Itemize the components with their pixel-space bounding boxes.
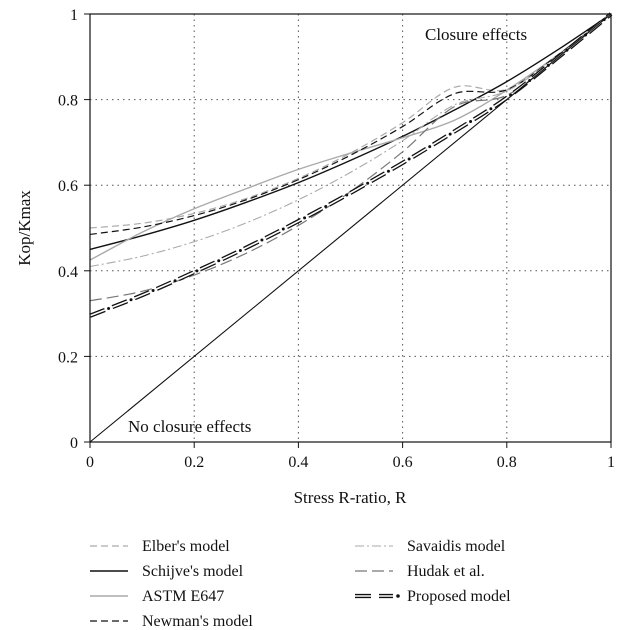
legend-label: Proposed model: [407, 588, 511, 605]
y-tick-label: 0.4: [58, 264, 78, 281]
x-tick-label: 1: [607, 454, 615, 471]
x-tick-label: 0: [86, 454, 94, 471]
legend-label: Elber's model: [142, 538, 230, 555]
y-axis-label: Kop/Kmax: [15, 190, 34, 266]
legend-item: Proposed model: [355, 588, 511, 605]
y-tick-label: 0.2: [58, 349, 78, 366]
series-line: [89, 13, 612, 302]
series-line: [89, 13, 612, 229]
legend-label: Newman's model: [142, 613, 253, 630]
series-line: [89, 13, 612, 261]
y-tick-label: 1: [70, 7, 78, 24]
y-tick-label: 0.8: [58, 93, 78, 110]
annotation-closure: Closure effects: [425, 25, 527, 44]
x-axis-label-text: Stress R-ratio, R: [294, 488, 408, 507]
legend-label: Schijve's model: [142, 563, 244, 580]
series-layer: [88, 12, 613, 443]
legend-item: Newman's model: [90, 613, 253, 630]
plot-frame: [89, 13, 612, 443]
series-reference-line: [89, 13, 612, 443]
legend-swatch-dot: [396, 594, 400, 598]
series-astm-e647: [89, 13, 612, 261]
x-tick-label: 0.4: [288, 454, 308, 471]
series-line: [89, 13, 612, 251]
legend-item: Elber's model: [90, 538, 230, 555]
y-tick-label: 0: [70, 435, 78, 452]
legend-item: Hudak et al.: [355, 563, 485, 580]
legend-item: Schijve's model: [90, 563, 244, 580]
y-tick-label: 0.6: [58, 178, 78, 195]
ticks: 0 0.2 0.4 0.6 0.8 1 0 0.2 0.4 0.6 0.8 1: [58, 7, 615, 471]
legend-label: Hudak et al.: [407, 563, 485, 580]
x-tick-label: 0.6: [393, 454, 413, 471]
series-line: [89, 13, 612, 268]
x-tick-label: 0.2: [184, 454, 204, 471]
series-line: [89, 13, 612, 443]
y-axis-label-text: Kop/Kmax: [15, 190, 34, 266]
series-hudak-et-al-: [89, 13, 612, 302]
series-schijve-s-model: [89, 13, 612, 251]
x-axis-label: Stress R-ratio, R: [294, 488, 408, 507]
series-newman-s-model: [89, 13, 612, 236]
legend: Elber's model Schijve's model ASTM E647 New…: [90, 538, 511, 630]
series-elber-s-model: [89, 13, 612, 229]
legend-item: Savaidis model: [355, 538, 506, 555]
annotation-no-closure: No closure effects: [128, 417, 251, 436]
x-tick-label: 0.8: [497, 454, 517, 471]
legend-label: ASTM E647: [142, 588, 224, 605]
series-line-inner: [89, 13, 612, 317]
series-line: [89, 13, 612, 236]
legend-label: Savaidis model: [407, 538, 506, 555]
series-savaidis-model: [89, 13, 612, 268]
legend-item: ASTM E647: [90, 588, 224, 605]
